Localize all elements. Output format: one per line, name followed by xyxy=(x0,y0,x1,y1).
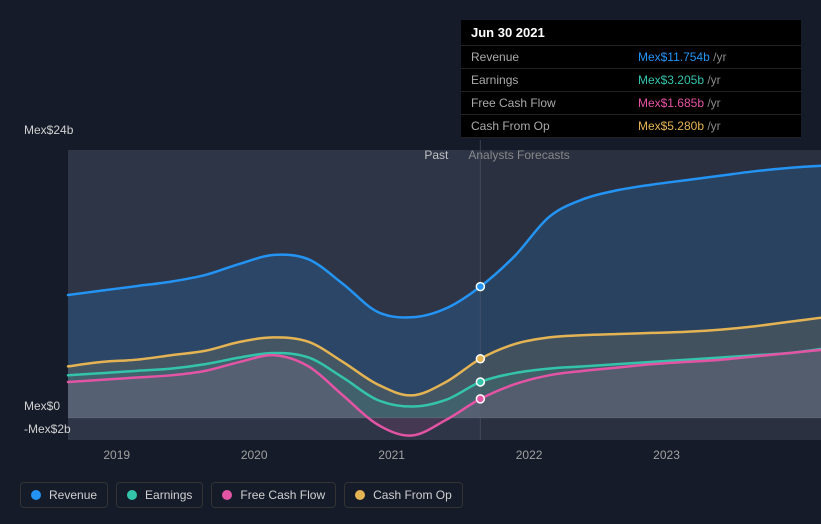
legend-label: Revenue xyxy=(49,488,97,502)
legend-label: Earnings xyxy=(145,488,192,502)
legend-swatch xyxy=(222,490,232,500)
forecast-section-label: Analysts Forecasts xyxy=(468,148,569,162)
tooltip-metric-value: Mex$11.754b /yr xyxy=(628,46,801,69)
y-axis-label: -Mex$2b xyxy=(24,422,71,436)
x-axis-label: 2021 xyxy=(378,448,405,462)
tooltip-metric-label: Free Cash Flow xyxy=(461,92,628,115)
tooltip-metric-label: Earnings xyxy=(461,69,628,92)
legend-label: Free Cash Flow xyxy=(240,488,325,502)
tooltip-row: RevenueMex$11.754b /yr xyxy=(461,46,801,69)
tooltip-metric-value: Mex$1.685b /yr xyxy=(628,92,801,115)
chart-legend: Revenue Earnings Free Cash Flow Cash From O… xyxy=(20,482,463,508)
tooltip-metric-label: Revenue xyxy=(461,46,628,69)
x-axis-label: 2023 xyxy=(653,448,680,462)
x-axis-label: 2019 xyxy=(103,448,130,462)
tooltip-row: EarningsMex$3.205b /yr xyxy=(461,69,801,92)
y-axis-label: Mex$24b xyxy=(24,123,73,137)
legend-label: Cash From Op xyxy=(373,488,452,502)
legend-item[interactable]: Free Cash Flow xyxy=(211,482,336,508)
tooltip-metric-value: Mex$3.205b /yr xyxy=(628,69,801,92)
x-axis-label: 2020 xyxy=(241,448,268,462)
tooltip-row: Cash From OpMex$5.280b /yr xyxy=(461,115,801,138)
tooltip-row: Free Cash FlowMex$1.685b /yr xyxy=(461,92,801,115)
past-section-label: Past xyxy=(424,148,448,162)
tooltip-metric-label: Cash From Op xyxy=(461,115,628,138)
x-axis-label: 2022 xyxy=(516,448,543,462)
tooltip-date: Jun 30 2021 xyxy=(461,20,801,46)
legend-swatch xyxy=(127,490,137,500)
legend-item[interactable]: Cash From Op xyxy=(344,482,463,508)
legend-swatch xyxy=(31,490,41,500)
tooltip-metric-value: Mex$5.280b /yr xyxy=(628,115,801,138)
legend-item[interactable]: Revenue xyxy=(20,482,108,508)
legend-swatch xyxy=(355,490,365,500)
hover-tooltip: Jun 30 2021 RevenueMex$11.754b /yrEarnin… xyxy=(461,20,801,138)
y-axis-label: Mex$0 xyxy=(24,399,60,413)
legend-item[interactable]: Earnings xyxy=(116,482,203,508)
